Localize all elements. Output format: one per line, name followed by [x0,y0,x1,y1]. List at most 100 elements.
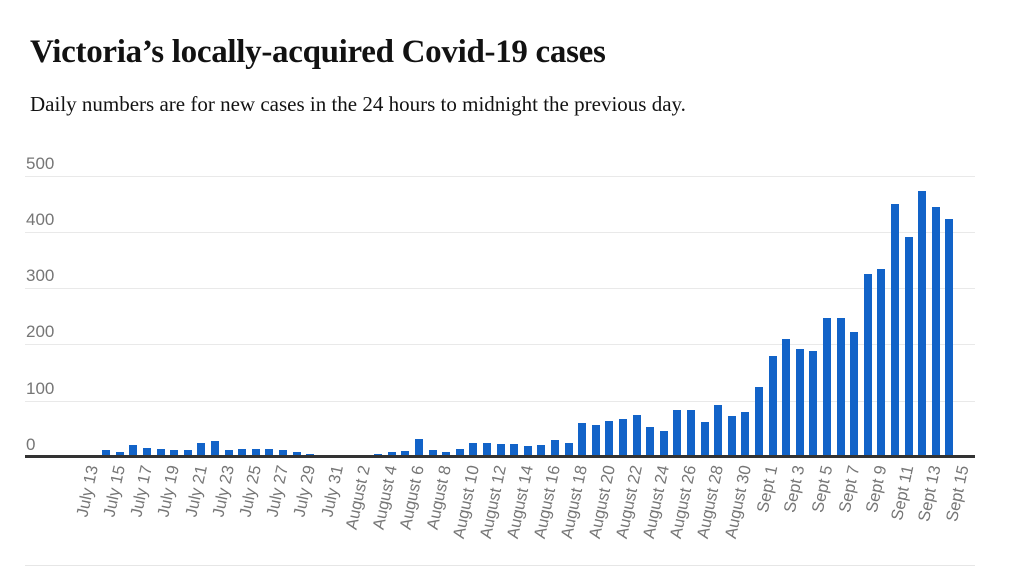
bar [415,439,423,456]
bar [932,207,940,456]
bar [809,351,817,456]
y-axis-tick-label: 300 [26,266,55,285]
x-axis-tick-label: Sept 15 [942,463,973,524]
bar [850,332,858,456]
bar [129,445,137,456]
y-axis-tick-label: 200 [26,322,55,341]
bar [442,452,450,456]
bar [646,427,654,456]
bar [265,449,273,456]
x-axis-tick-label: August 18 [558,463,592,541]
bar [714,405,722,456]
y-axis-tick-label: 400 [26,210,55,229]
bar [660,431,668,456]
x-axis-tick-label: Sept 13 [915,463,945,524]
bar [578,423,586,456]
gridline [25,232,975,233]
x-axis-tick-label: July 25 [236,463,265,519]
x-axis-tick-label: August 20 [585,463,619,541]
bar [483,443,491,456]
bar [741,412,749,456]
x-axis-tick-label: July 21 [181,463,211,519]
bar [823,318,831,456]
bar [592,425,600,456]
x-axis-tick-label: August 4 [369,463,401,532]
bar [197,443,205,456]
bar [551,440,559,456]
chart-subtitle: Daily numbers are for new cases in the 2… [30,92,686,116]
x-axis-tick-label: Sept 3 [781,463,809,515]
bar [116,452,124,456]
bar [728,416,736,456]
x-axis-tick-label: July 23 [209,463,238,519]
bar [225,450,233,456]
bar [279,450,287,456]
x-axis-tick-label: July 19 [154,463,184,519]
x-axis-tick-label: Sept 5 [808,463,837,515]
bar [633,415,641,456]
bar [429,450,437,456]
bar [605,421,613,456]
bar [877,269,885,456]
bar [837,318,845,456]
bar [891,204,899,456]
bar [497,444,505,456]
y-axis-tick-label: 500 [26,154,55,173]
bar [782,339,790,456]
x-axis-tick-label: August 2 [342,463,374,532]
bar [456,449,464,456]
x-axis-tick-label: July 13 [73,463,102,519]
x-axis-tick-label: July 31 [317,463,347,519]
bar [687,410,695,456]
bar [796,349,804,456]
bar [918,191,926,456]
y-axis-tick-label: 0 [26,435,36,454]
x-axis-tick-label: August 6 [396,463,429,532]
bar [469,443,477,456]
bar [184,450,192,456]
gridline [25,288,975,289]
bar [293,452,301,456]
chart-title: Victoria’s locally-acquired Covid-19 cas… [30,34,606,71]
bar [565,443,573,456]
bar [755,387,763,456]
bar [238,449,246,456]
bar [510,444,518,456]
bar [388,452,396,456]
y-axis-tick-label: 100 [26,379,55,398]
gridline [25,344,975,345]
x-axis-tick-label: July 15 [100,463,129,519]
bar [864,274,872,456]
bar [537,445,545,456]
bar [701,422,709,456]
bar [673,410,681,456]
x-axis-tick-label: Sept 9 [862,463,891,515]
x-axis-tick-label: July 29 [290,463,320,519]
x-axis-tick-label: Sept 1 [754,463,782,515]
bar [170,450,178,456]
bar [905,237,913,456]
bar [401,451,409,456]
x-axis-tick-label: July 17 [127,463,157,519]
bar [524,446,532,456]
x-axis-line [25,455,975,458]
gridline [25,401,975,402]
x-axis-tick-label: August 10 [449,463,483,541]
bar [143,448,151,456]
bar [945,219,953,456]
bar [769,356,777,456]
x-axis-tick-label: Sept 7 [835,463,864,515]
bar [157,449,165,456]
x-axis-tick-label: August 30 [721,463,755,541]
bar [252,449,260,456]
bar [211,441,219,456]
bar [619,419,627,456]
x-axis-tick-label: Sept 11 [888,463,918,522]
x-axis-tick-label: July 27 [263,463,293,519]
bar [102,450,110,456]
gridline [25,176,975,177]
x-axis-tick-label: August 28 [694,463,728,541]
bottom-divider [25,565,975,566]
